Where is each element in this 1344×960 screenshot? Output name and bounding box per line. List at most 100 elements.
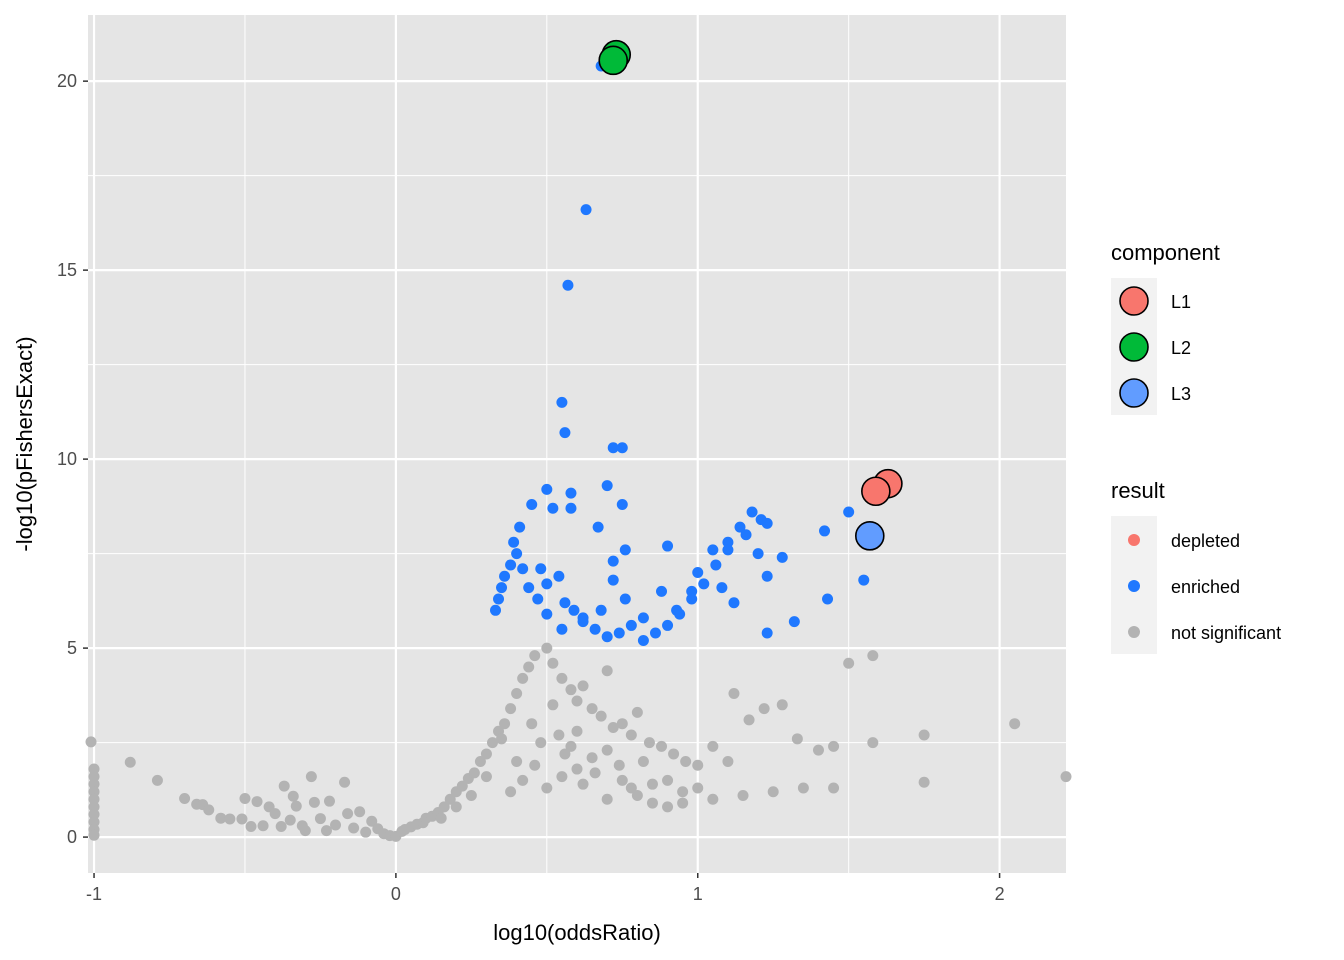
enriched-point [740,529,752,541]
enriched-point [601,480,613,492]
enriched-point [616,498,628,510]
enriched-point [637,612,649,624]
not-significant-point [918,776,930,788]
not-significant-point [556,771,568,783]
enriched-point [523,582,535,594]
y-axis-label: -log10(pFishersExact) [12,336,37,551]
component-point-l1 [861,476,891,507]
enriched-point [613,627,625,639]
not-significant-point [287,790,299,802]
x-tick-label: 2 [995,884,1005,904]
enriched-point [822,593,834,605]
not-significant-point [843,657,855,669]
not-significant-point [251,796,263,808]
y-tick-label: 10 [57,449,77,469]
enriched-point [505,559,517,571]
component-points [598,39,903,551]
not-significant-point [662,774,674,786]
legend-component-key-l3 [1119,378,1149,408]
enriched-point [637,635,649,647]
not-significant-point [571,695,583,707]
y-tick-label: 20 [57,71,77,91]
not-significant-point [565,684,577,696]
not-significant-point [499,718,511,730]
not-significant-point [511,755,523,767]
not-significant-point [828,740,840,752]
legend-result-key [1128,626,1140,638]
not-significant-point [692,782,704,794]
not-significant-point [631,790,643,802]
not-significant-point [245,821,257,833]
enriched-point [559,427,571,439]
legend-result-key [1128,580,1140,592]
not-significant-point [486,737,498,749]
x-tick-label: -1 [86,884,102,904]
not-significant-point [553,729,565,741]
not-significant-point [680,755,692,767]
not-significant-point [203,804,215,816]
not-significant-point [722,755,734,767]
not-significant-point [646,778,658,790]
not-significant-point [589,767,601,779]
enriched-point [819,525,831,537]
enriched-point [619,593,631,605]
enriched-point [496,582,508,594]
not-significant-point [559,748,571,760]
enriched-point [761,570,773,582]
enriched-point [858,574,870,586]
not-significant-point [646,797,658,809]
enriched-point [662,540,674,552]
not-significant-point [526,718,538,730]
not-significant-point [586,703,598,715]
enriched-point [625,619,637,631]
not-significant-point [529,650,541,662]
enriched-point [656,585,668,597]
minor-gridlines [88,15,1066,873]
enriched-point [553,570,565,582]
enriched-point [716,582,728,594]
not-significant-point [656,740,668,752]
enriched-point [649,627,661,639]
not-significant-point [668,748,680,760]
legend-result-label: not significant [1171,623,1281,643]
not-significant-point [616,718,628,730]
legend-result-key [1128,534,1140,546]
enriched-point [601,631,613,643]
enriched-point [565,487,577,499]
plot-panel [88,15,1066,873]
not-significant-point [867,650,879,662]
enriched-point [662,619,674,631]
not-significant-point [565,740,577,752]
legend-result: result depleted enriched not significant [1111,478,1281,654]
not-significant-point [556,672,568,684]
x-axis: -1 0 1 2 [86,873,1005,904]
not-significant-point [601,793,613,805]
not-significant-point [239,793,251,805]
enriched-point [592,521,604,533]
not-significant-point [88,771,100,783]
not-significant-point [305,771,317,783]
not-significant-point [737,790,749,802]
not-significant-point [743,714,755,726]
not-significant-point [88,763,100,775]
not-significant-point [88,816,100,828]
legend-component-label: L3 [1171,384,1191,404]
not-significant-point [257,820,269,832]
legend-component-label: L1 [1171,292,1191,312]
legend-component-title: component [1111,240,1220,265]
enriched-point [755,514,767,526]
not-significant-point [607,721,619,733]
not-significant-point [625,782,637,794]
not-significant-point [456,780,468,792]
component-point-l2 [598,45,629,76]
not-significant-point [269,808,281,820]
enriched-point [722,536,734,548]
not-significant-point [88,829,100,841]
not-significant-point [677,797,689,809]
not-significant-point [360,826,372,838]
not-significant-point [535,737,547,749]
enriched-point [707,544,719,556]
not-significant-point [342,808,354,820]
enriched-point [541,483,553,495]
not-significant-point [308,796,320,808]
